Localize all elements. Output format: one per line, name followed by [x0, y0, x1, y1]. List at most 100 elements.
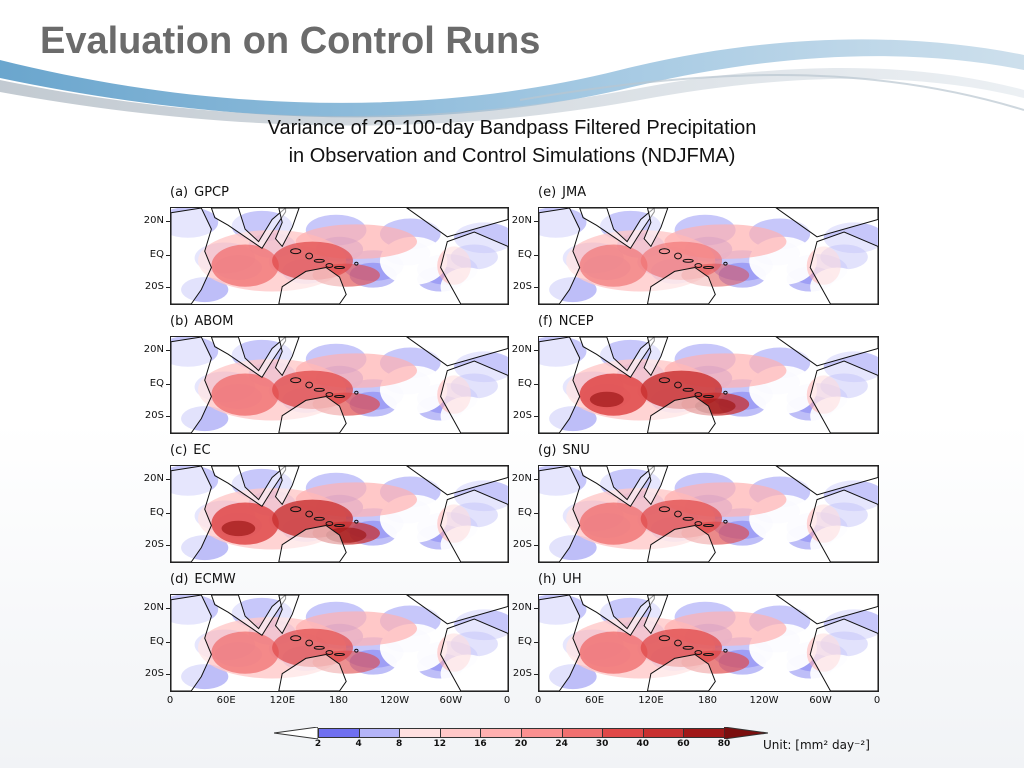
lat-tick-mark: [534, 286, 538, 288]
lon-tick-label: 180: [328, 695, 349, 706]
panel-model-name: SNU: [562, 443, 590, 458]
lat-tick-mark: [534, 673, 538, 675]
colorbar-bin: [318, 728, 360, 738]
colorbar-bin: [480, 728, 522, 738]
lon-tick-label: 0: [503, 695, 511, 706]
colorbar-bin: [642, 728, 685, 738]
lat-tick-mark: [166, 642, 170, 643]
map-panel-uh: [538, 594, 879, 692]
lon-tick-label: 60W: [809, 695, 832, 706]
panel-tag: (d): [170, 572, 189, 587]
lat-tick-mark: [166, 415, 170, 417]
panel-label-ecmw: (d) ECMW: [170, 572, 236, 587]
panel-model-name: GPCP: [194, 185, 229, 200]
colorbar-bin: [561, 728, 604, 738]
colorbar-level-label: 8: [396, 739, 403, 749]
lat-tick-mark: [166, 221, 170, 223]
panel-tag: (h): [538, 572, 557, 587]
lat-tick-label: EQ: [149, 378, 164, 389]
lon-tick-label: 0: [534, 695, 542, 706]
panel-label-ec: (c) EC: [170, 443, 211, 458]
lat-tick-mark: [166, 513, 170, 514]
panel-label-uh: (h) UH: [538, 572, 582, 587]
lat-tick-mark: [166, 286, 170, 288]
panel-tag: (g): [538, 443, 557, 458]
colorbar-bin: [521, 728, 563, 738]
variance-map: [171, 466, 508, 562]
lat-tick-label: 20S: [512, 538, 532, 550]
map-panel-gpcp: [170, 207, 509, 305]
lat-tick-mark: [534, 513, 538, 514]
lon-tick-label: 120E: [269, 695, 296, 706]
lon-tick-label: 180: [697, 695, 718, 706]
colorbar-level-label: 12: [433, 739, 447, 749]
lat-tick-mark: [166, 608, 170, 610]
colorbar-low-arrow: [274, 727, 318, 739]
lat-tick-mark: [166, 255, 170, 256]
panel-label-ncep: (f) NCEP: [538, 314, 594, 329]
lon-tick-label: 60E: [216, 695, 236, 706]
colorbar-level-label: 30: [595, 739, 609, 749]
colorbar-level-label: 24: [555, 739, 568, 749]
colorbar-level-label: 16: [474, 739, 487, 749]
colorbar-bin: [439, 728, 482, 738]
variance-map: [539, 337, 878, 433]
header-swoosh-decoration: [0, 39, 1024, 126]
lat-tick-label: EQ: [517, 249, 532, 260]
lat-tick-label: 20N: [511, 473, 532, 485]
variance-map: [171, 208, 508, 304]
variance-map: [539, 208, 878, 304]
slide-title: Evaluation on Control Runs: [40, 20, 541, 62]
lat-tick-mark: [534, 255, 538, 256]
map-panel-ncep: [538, 336, 879, 434]
colorbar-high-arrow: [724, 727, 768, 739]
lat-tick-mark: [166, 544, 170, 546]
colorbar-bin: [602, 728, 644, 738]
lon-tick-label: 120W: [380, 695, 410, 706]
lat-tick-mark: [534, 221, 538, 223]
lon-tick-label: 120W: [749, 695, 779, 706]
lat-tick-label: EQ: [149, 636, 164, 647]
lat-tick-label: 20S: [144, 538, 164, 550]
panel-model-name: NCEP: [558, 314, 594, 329]
colorbar-level-label: 60: [677, 739, 690, 749]
map-panel-ecmw: [170, 594, 509, 692]
panel-model-name: JMA: [562, 185, 587, 200]
map-panel-jma: [538, 207, 879, 305]
lat-tick-label: 20S: [512, 409, 532, 421]
colorbar-level-label: 2: [314, 739, 322, 749]
lat-tick-label: 20N: [143, 344, 164, 356]
colorbar-bin: [399, 728, 441, 738]
colorbar-level-label: 40: [636, 739, 650, 749]
lat-tick-mark: [166, 384, 170, 385]
lat-tick-mark: [534, 415, 538, 417]
lat-tick-mark: [166, 479, 170, 481]
panel-label-abom: (b) ABOM: [170, 314, 233, 329]
panel-tag: (a): [170, 185, 189, 200]
lat-tick-mark: [534, 384, 538, 385]
panel-model-name: UH: [562, 572, 582, 587]
variance-map: [539, 595, 878, 691]
lat-tick-label: 20S: [144, 667, 164, 679]
lat-tick-mark: [534, 642, 538, 643]
colorbar-bin: [358, 728, 401, 738]
variance-map: [539, 466, 878, 562]
figure-title-line1: Variance of 20-100-day Bandpass Filtered…: [267, 117, 757, 139]
colorbar-level-label: 20: [514, 739, 528, 749]
lon-tick-label: 0: [873, 695, 881, 706]
lat-tick-label: 20S: [144, 409, 164, 421]
colorbar-unit-label: Unit: [mm² day⁻²]: [763, 738, 870, 752]
panel-tag: (b): [170, 314, 189, 329]
lat-tick-label: EQ: [517, 507, 532, 518]
lat-tick-label: 20N: [511, 344, 532, 356]
lat-tick-label: 20S: [512, 667, 532, 679]
panel-label-jma: (e) JMA: [538, 185, 586, 200]
figure-title-line2: in Observation and Control Simulations (…: [288, 145, 736, 167]
lat-tick-label: 20N: [143, 602, 164, 614]
lon-tick-label: 0: [166, 695, 174, 706]
lat-tick-label: EQ: [517, 378, 532, 389]
lon-tick-label: 60W: [439, 695, 463, 706]
panel-tag: (e): [538, 185, 557, 200]
lat-tick-label: EQ: [149, 507, 164, 518]
lat-tick-label: EQ: [149, 249, 164, 260]
